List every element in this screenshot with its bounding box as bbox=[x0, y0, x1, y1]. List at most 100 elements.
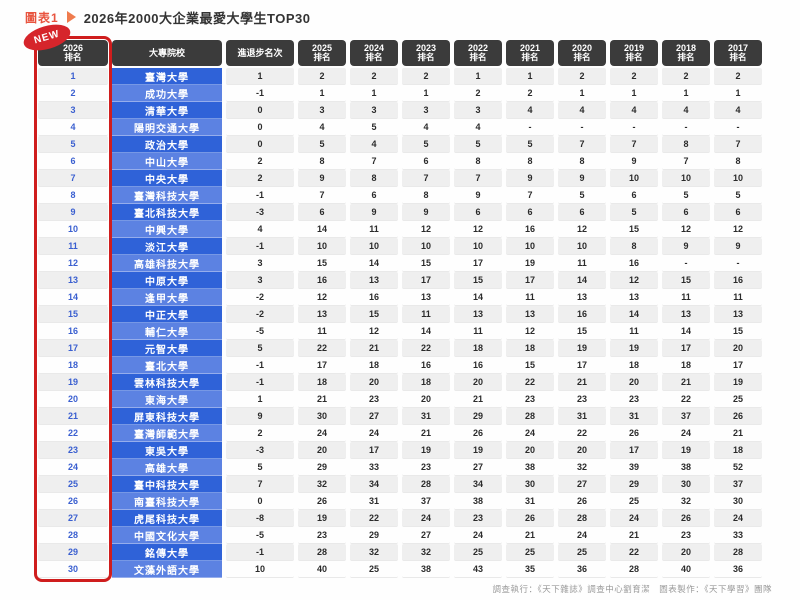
triangle-icon bbox=[66, 11, 76, 23]
year-cell: 11 bbox=[506, 289, 554, 306]
year-cell: 23 bbox=[350, 391, 398, 408]
year-cell: 1 bbox=[610, 85, 658, 102]
rank-cell: 25 bbox=[38, 476, 108, 493]
year-cell: 4 bbox=[610, 102, 658, 119]
year-cell: 5 bbox=[558, 187, 606, 204]
year-cell: 11 bbox=[454, 323, 502, 340]
year-cell: - bbox=[714, 255, 762, 272]
school-cell: 中興大學 bbox=[112, 221, 222, 238]
school-cell: 銘傳大學 bbox=[112, 544, 222, 561]
change-cell: 10 bbox=[226, 561, 294, 578]
change-cell: -1 bbox=[226, 357, 294, 374]
year-cell: 12 bbox=[662, 221, 710, 238]
year-cell: 22 bbox=[662, 391, 710, 408]
year-cell: 5 bbox=[714, 187, 762, 204]
year-cell: 5 bbox=[610, 204, 658, 221]
year-cell: 19 bbox=[714, 374, 762, 391]
year-cell: - bbox=[558, 119, 606, 136]
change-cell: -8 bbox=[226, 510, 294, 527]
title-bar: 圖表1 2026年2000大企業最愛大學生TOP30 bbox=[25, 8, 310, 26]
year-cell: 8 bbox=[662, 136, 710, 153]
year-cell: 11 bbox=[402, 306, 450, 323]
year-cell: 31 bbox=[506, 493, 554, 510]
year-cell: 4 bbox=[454, 119, 502, 136]
year-cell: 10 bbox=[454, 238, 502, 255]
year-cell: 32 bbox=[350, 544, 398, 561]
year-cell: 20 bbox=[558, 442, 606, 459]
year-cell: 26 bbox=[610, 425, 658, 442]
year-cell: 10 bbox=[714, 170, 762, 187]
year-cell: 28 bbox=[714, 544, 762, 561]
school-cell: 成功大學 bbox=[112, 85, 222, 102]
year-cell: 38 bbox=[454, 493, 502, 510]
year-cell: 38 bbox=[402, 561, 450, 578]
year-cell: 2 bbox=[298, 68, 346, 85]
rank-cell: 8 bbox=[38, 187, 108, 204]
year-cell: 19 bbox=[610, 340, 658, 357]
year-cell: 10 bbox=[350, 238, 398, 255]
year-cell: 6 bbox=[714, 204, 762, 221]
year-cell: 18 bbox=[298, 374, 346, 391]
year-cell: 10 bbox=[662, 170, 710, 187]
year-cell: 23 bbox=[402, 459, 450, 476]
year-cell: 40 bbox=[298, 561, 346, 578]
rank-cell: 20 bbox=[38, 391, 108, 408]
year-cell: 14 bbox=[350, 255, 398, 272]
year-cell: 9 bbox=[506, 170, 554, 187]
year-cell: 52 bbox=[714, 459, 762, 476]
year-cell: 30 bbox=[298, 408, 346, 425]
year-cell: 16 bbox=[506, 221, 554, 238]
rank-cell: 7 bbox=[38, 170, 108, 187]
rank-cell: 12 bbox=[38, 255, 108, 272]
year-cell: 13 bbox=[662, 306, 710, 323]
year-cell: 37 bbox=[662, 408, 710, 425]
year-cell: 24 bbox=[350, 425, 398, 442]
year-cell: 19 bbox=[454, 442, 502, 459]
year-cell: 2 bbox=[662, 68, 710, 85]
year-cell: 25 bbox=[350, 561, 398, 578]
year-cell: - bbox=[610, 119, 658, 136]
change-cell: -3 bbox=[226, 442, 294, 459]
year-cell: 1 bbox=[558, 85, 606, 102]
year-cell: 3 bbox=[454, 102, 502, 119]
year-cell: 32 bbox=[298, 476, 346, 493]
year-cell: 22 bbox=[402, 340, 450, 357]
year-cell: 21 bbox=[506, 527, 554, 544]
year-cell: 19 bbox=[298, 510, 346, 527]
year-cell: 18 bbox=[662, 357, 710, 374]
rank-cell: 26 bbox=[38, 493, 108, 510]
change-cell: -1 bbox=[226, 187, 294, 204]
year-cell: 20 bbox=[506, 442, 554, 459]
year-cell: 22 bbox=[506, 374, 554, 391]
year-cell: 1 bbox=[402, 85, 450, 102]
year-cell: 28 bbox=[558, 510, 606, 527]
year-cell: 5 bbox=[350, 119, 398, 136]
year-cell: 1 bbox=[298, 85, 346, 102]
header-change: 進退步名次 bbox=[226, 40, 294, 66]
change-cell: 0 bbox=[226, 119, 294, 136]
school-cell: 臺灣師範大學 bbox=[112, 425, 222, 442]
year-cell: 11 bbox=[662, 289, 710, 306]
year-cell: 12 bbox=[402, 221, 450, 238]
year-cell: 6 bbox=[662, 204, 710, 221]
school-cell: 高雄大學 bbox=[112, 459, 222, 476]
year-cell: 16 bbox=[402, 357, 450, 374]
year-cell: - bbox=[506, 119, 554, 136]
year-cell: 22 bbox=[350, 510, 398, 527]
change-cell: -5 bbox=[226, 323, 294, 340]
year-cell: 25 bbox=[506, 544, 554, 561]
year-cell: 2 bbox=[454, 85, 502, 102]
year-cell: 7 bbox=[402, 170, 450, 187]
year-cell: 21 bbox=[298, 391, 346, 408]
year-cell: 6 bbox=[402, 153, 450, 170]
year-cell: 31 bbox=[610, 408, 658, 425]
year-cell: 11 bbox=[714, 289, 762, 306]
year-cell: 23 bbox=[610, 391, 658, 408]
year-cell: 20 bbox=[610, 374, 658, 391]
year-cell: 6 bbox=[454, 204, 502, 221]
year-cell: 22 bbox=[298, 340, 346, 357]
year-cell: 29 bbox=[610, 476, 658, 493]
change-cell: 3 bbox=[226, 272, 294, 289]
year-cell: 24 bbox=[506, 425, 554, 442]
year-cell: 37 bbox=[714, 476, 762, 493]
